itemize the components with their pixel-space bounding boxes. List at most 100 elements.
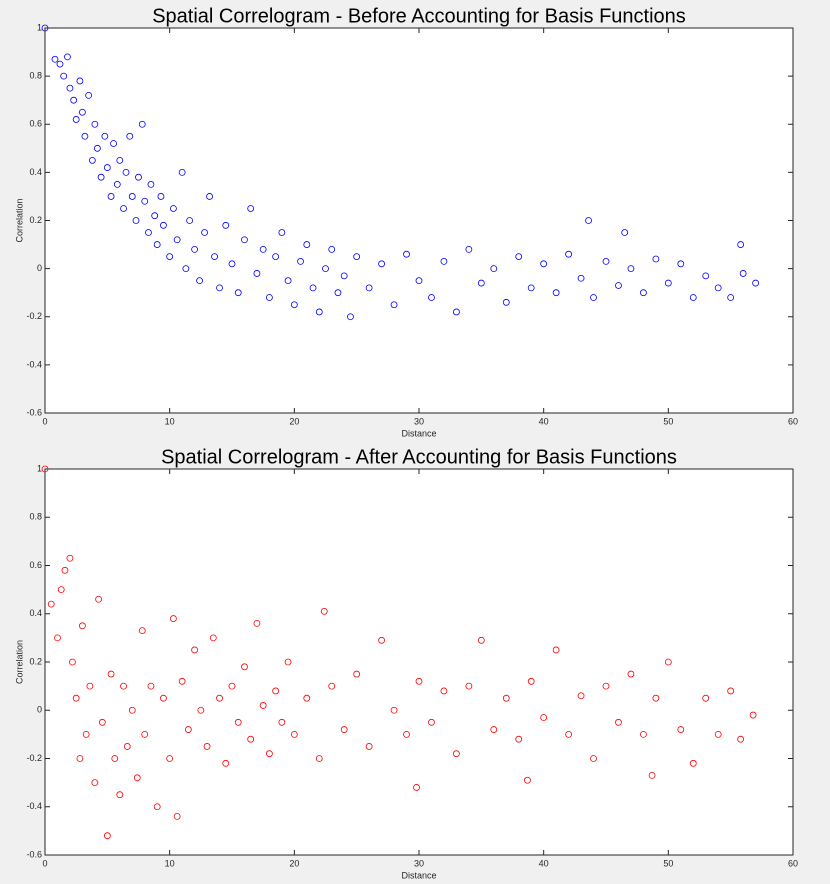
- point: [403, 730, 410, 738]
- point: [440, 258, 448, 265]
- point: [527, 284, 535, 292]
- point: [160, 694, 167, 702]
- point: [465, 245, 473, 253]
- x-tick-label: 0: [42, 858, 47, 868]
- point: [652, 694, 660, 702]
- point: [138, 627, 146, 635]
- plot-area: [45, 469, 793, 855]
- point: [552, 289, 560, 297]
- point: [178, 168, 186, 176]
- point: [677, 726, 685, 733]
- point: [413, 784, 420, 791]
- point: [378, 260, 386, 268]
- point: [272, 253, 280, 260]
- point: [97, 173, 105, 181]
- axes-box: [44, 468, 794, 856]
- point: [209, 634, 217, 642]
- y-tick-label: -0.4: [26, 801, 42, 811]
- point: [178, 677, 186, 685]
- point: [160, 221, 167, 229]
- chart-title: Spatial Correlogram - After Accounting f…: [161, 446, 677, 468]
- point: [749, 711, 757, 719]
- point: [621, 229, 629, 236]
- point: [72, 116, 80, 123]
- point: [116, 156, 124, 164]
- point: [602, 258, 610, 265]
- point: [415, 677, 423, 685]
- point: [153, 241, 161, 248]
- point: [184, 726, 192, 733]
- point: [128, 706, 136, 714]
- point: [477, 279, 485, 287]
- point: [465, 682, 473, 690]
- point: [340, 726, 348, 733]
- point: [241, 236, 248, 244]
- point: [565, 730, 572, 738]
- point: [365, 284, 373, 292]
- point: [216, 694, 223, 702]
- point: [253, 270, 261, 277]
- point: [577, 692, 585, 700]
- point: [752, 279, 759, 287]
- x-tick-label: 20: [289, 416, 299, 426]
- x-tick-label: 40: [539, 858, 549, 868]
- y-tick-label: -0.4: [26, 359, 42, 369]
- point: [652, 255, 660, 263]
- point: [565, 250, 572, 258]
- point: [640, 730, 647, 738]
- point: [727, 294, 735, 301]
- point: [91, 120, 99, 128]
- point: [120, 205, 127, 212]
- y-tick-label: 0.2: [29, 656, 42, 666]
- x-tick-label: 10: [165, 858, 175, 868]
- point: [303, 694, 311, 702]
- point: [133, 774, 141, 782]
- point: [290, 301, 298, 309]
- point: [113, 181, 121, 188]
- point: [222, 759, 230, 767]
- plot-area: [45, 28, 793, 413]
- y-axis-label: Correlation: [14, 640, 24, 684]
- y-tick-label: 0.6: [29, 119, 42, 129]
- point: [228, 260, 236, 268]
- x-axis-label: Distance: [401, 428, 436, 438]
- point: [265, 294, 273, 301]
- point: [98, 718, 106, 726]
- point: [95, 595, 103, 603]
- point: [315, 755, 323, 762]
- point: [122, 168, 130, 176]
- point: [452, 750, 460, 758]
- y-tick-label: -0.2: [26, 311, 42, 321]
- y-tick-label: 0.4: [29, 608, 42, 618]
- point: [120, 682, 127, 690]
- point: [54, 634, 61, 642]
- point: [41, 465, 49, 473]
- point: [191, 245, 199, 253]
- point: [552, 646, 560, 654]
- point: [320, 607, 328, 615]
- axes-box: [44, 27, 794, 414]
- x-tick-label: 30: [414, 858, 424, 868]
- point: [186, 217, 194, 224]
- y-tick-label: 0.6: [29, 560, 42, 570]
- point: [157, 193, 165, 200]
- point: [452, 308, 460, 316]
- y-tick-label: 0.4: [29, 167, 42, 177]
- point: [70, 96, 78, 104]
- point: [284, 277, 292, 285]
- point: [677, 260, 685, 268]
- point: [590, 294, 597, 301]
- point: [147, 682, 155, 690]
- point: [278, 718, 286, 726]
- point: [390, 706, 398, 714]
- point: [585, 217, 592, 224]
- point: [103, 164, 111, 171]
- point: [247, 205, 255, 212]
- point: [101, 132, 109, 140]
- point: [524, 776, 531, 784]
- point: [515, 253, 523, 260]
- point: [265, 750, 273, 758]
- point: [93, 144, 101, 152]
- y-axis-label: Correlation: [14, 198, 24, 242]
- point: [702, 694, 710, 702]
